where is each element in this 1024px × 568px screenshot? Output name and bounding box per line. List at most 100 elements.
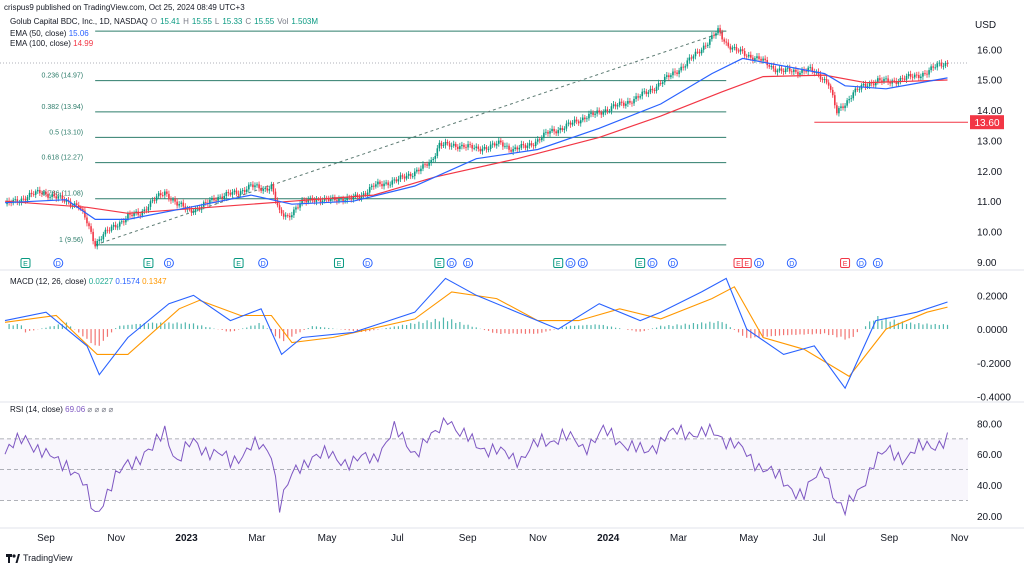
candle-body [750,54,752,58]
candle-body [885,78,887,80]
x-axis-label: Jul [391,533,404,544]
dividend-marker [53,258,64,268]
candle-body [446,141,449,144]
candle-body [313,200,316,202]
candle-body [899,77,902,82]
candle-body [475,146,478,148]
candle-body [694,51,697,57]
candle-body [704,45,707,47]
candle-body [944,62,947,66]
rsi-legend[interactable]: RSI (14, close) 69.06 ⌀ ⌀ ⌀ ⌀ [10,405,113,414]
event-marker-D: D [754,258,765,268]
candle-body [655,86,658,91]
candle-body [721,32,723,40]
candle-body [911,76,914,78]
price-tick-label: 11.00 [977,197,1002,208]
candle-body [786,67,789,69]
candle-body [360,195,363,199]
candle-body [211,197,213,200]
candle-body [836,105,838,114]
candle-body [473,147,476,149]
candle-body [584,117,586,120]
candle-body [379,181,381,185]
candle-body [174,198,176,202]
candle-body [893,80,896,82]
candle-body [282,213,285,217]
candle-body [692,56,695,59]
candle-body [647,92,650,94]
rsi-settings-icons[interactable]: ⌀ ⌀ ⌀ ⌀ [87,405,114,414]
candle-body [612,104,615,107]
candle-body [932,66,934,68]
candle-body [16,199,19,203]
price-tick-label: 12.00 [977,167,1002,178]
candle-body [729,46,732,50]
symbol-title[interactable]: Golub Capital BDC, Inc., 1D, NASDAQ [10,17,148,26]
x-axis-label: Sep [37,533,55,544]
candle-body [903,78,906,80]
candle-body [467,144,469,148]
candle-body [788,67,791,72]
candle-body [370,185,373,188]
event-marker-label: D [56,261,61,268]
candle-body [252,184,254,188]
candle-body [926,73,928,75]
candle-body [471,144,473,149]
candle-body [811,67,814,72]
event-marker-D: D [53,258,64,268]
candle-body [563,128,566,130]
candle-body [684,66,687,68]
candle-body [373,185,375,187]
candle-body [756,56,758,59]
candle-body [522,144,525,146]
candle-body [30,192,33,194]
candle-body [198,208,201,210]
candle-body [34,191,37,195]
event-marker-D: D [786,258,797,268]
candle-body [133,212,135,216]
candle-body [166,191,168,194]
candle-body [24,198,27,201]
ema100-legend[interactable]: EMA (100, close) 14.99 [10,39,93,48]
macd-legend[interactable]: MACD (12, 26, close) 0.0227 0.1574 0.134… [10,277,167,286]
candle-body [340,198,342,200]
axes: 16.00 15.00 14.00 13.00 12.00 11.00 10.00 9.00 0… [37,45,1011,544]
candle-body [936,63,939,68]
candle-body [577,121,580,124]
dividend-marker [856,258,867,268]
candle-body [928,70,930,75]
candle-body [131,214,133,216]
candle-body [719,28,721,33]
candle-body [502,142,504,147]
candle-body [170,199,172,201]
candle-body [225,192,228,197]
dividend-marker [463,258,474,268]
candle-body [479,148,482,152]
event-marker-D: D [647,258,658,268]
candle-body [463,144,465,148]
candle-body [319,199,322,203]
candle-body [194,208,197,213]
price-tick-label: 16.00 [977,45,1002,56]
x-axis-label: Sep [459,533,477,544]
candle-body [96,240,99,247]
event-marker-E: E [333,258,344,268]
macd-signal-value: 0.1347 [142,277,167,286]
symbol-row: Golub Capital BDC, Inc., 1D, NASDAQ O 15.… [10,17,318,26]
candle-body [805,71,807,73]
candle-body [715,33,717,36]
candle-body [840,106,842,109]
candle-body [69,201,72,206]
ema50-legend[interactable]: EMA (50, close) 15.06 [10,29,89,38]
candle-body [883,78,885,82]
ohlc-c-label: C [245,17,252,26]
candle-body [231,191,234,195]
candle-body [848,99,850,101]
candle-body [713,35,715,37]
candle-body [762,58,764,61]
candle-body [592,112,594,115]
candle-body [842,106,844,109]
candle-body [61,195,64,200]
grid [0,269,1024,529]
